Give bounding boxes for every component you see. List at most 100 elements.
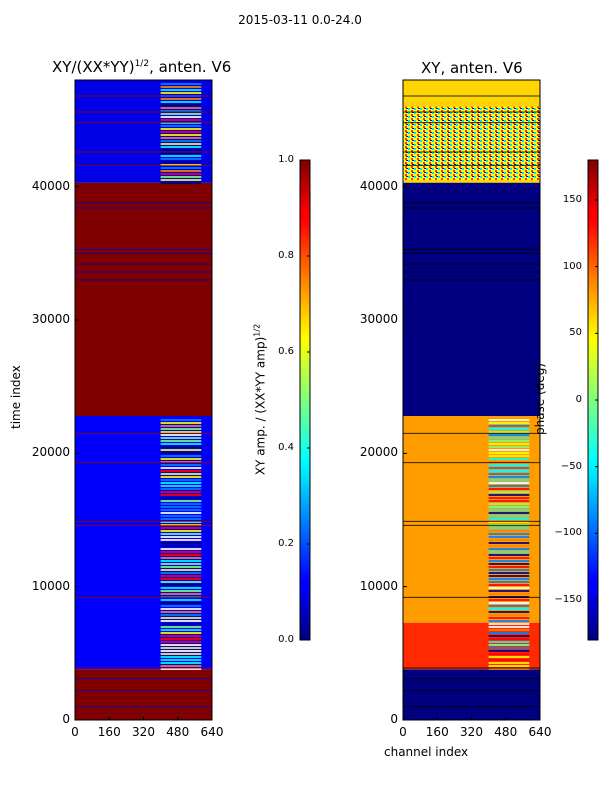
amp-channel-stripe: [160, 161, 202, 163]
phase-channel-stripe: [488, 434, 530, 436]
phase-channel-stripe: [488, 638, 530, 640]
amp-channel-stripe: [160, 158, 202, 160]
amp-channel-stripe: [160, 512, 202, 514]
amp-channel-stripe: [160, 488, 202, 490]
phase-channel-stripe: [488, 452, 530, 454]
phase-channel-stripe: [488, 581, 530, 583]
amp-channel-stripe: [160, 506, 202, 508]
phase-channel-stripe: [488, 530, 530, 532]
amp-channel-stripe: [160, 638, 202, 640]
channel-index-axis-label: channel index: [384, 745, 469, 759]
phase-channel-stripe: [488, 497, 530, 499]
amp-channel-stripe: [160, 620, 202, 622]
amp-channel-stripe: [160, 572, 202, 574]
phase-xtick-label: 640: [528, 725, 552, 739]
phase-channel-stripe: [488, 662, 530, 664]
phase-channel-stripe: [488, 545, 530, 547]
amp-channel-stripe: [160, 422, 202, 424]
phase-channel-stripe: [488, 527, 530, 529]
phase-channel-stripe: [488, 602, 530, 604]
phase-ytick-label: 0: [390, 712, 398, 726]
amp-channel-stripe: [160, 173, 202, 175]
phase-channel-stripe: [488, 437, 530, 439]
amplitude-plot-title: XY/(XX*YY)1/2, anten. V6: [52, 58, 232, 76]
phase-channel-stripe: [488, 446, 530, 448]
amp-channel-stripe: [160, 614, 202, 616]
phase-colorbar-tick-label: −100: [554, 527, 582, 539]
phase-channel-stripe: [488, 539, 530, 541]
amp-channel-stripe: [160, 119, 202, 121]
phase-colorbar-tick-label: 100: [562, 260, 582, 272]
amp-region-0: [75, 669, 212, 720]
amp-channel-stripe: [160, 566, 202, 568]
amplitude-colorbar: [299, 159, 311, 641]
phase-channel-stripe: [488, 590, 530, 592]
phase-region-3: [403, 182, 540, 416]
amp-channel-stripe: [160, 167, 202, 169]
phase-channel-stripe: [488, 656, 530, 658]
phase-colorbar-tick-label: −150: [554, 594, 582, 605]
amp-ytick-label: 40000: [31, 178, 70, 193]
amp-channel-stripe: [160, 617, 202, 619]
phase-heatmap: [402, 79, 541, 721]
amp-channel-stripe: [160, 623, 202, 625]
phase-ytick-label: 40000: [359, 178, 398, 193]
amp-channel-stripe: [160, 647, 202, 649]
amp-channel-stripe: [160, 431, 202, 433]
phase-channel-stripe: [488, 464, 530, 466]
phase-channel-stripe: [488, 560, 530, 562]
phase-colorbar-tick-label: −50: [560, 460, 582, 472]
amp-channel-stripe: [160, 575, 202, 577]
amplitude-heatmap: [74, 79, 213, 721]
amp-channel-stripe: [160, 116, 202, 118]
phase-channel-stripe: [488, 572, 530, 574]
amp-channel-stripe: [160, 86, 202, 88]
amp-channel-stripe: [160, 584, 202, 586]
phase-xtick-label: 160: [425, 725, 449, 739]
amp-channel-stripe: [160, 437, 202, 439]
amp-channel-stripe: [160, 656, 202, 658]
phase-channel-stripe: [488, 665, 530, 667]
amp-channel-stripe: [160, 155, 202, 157]
amp-channel-stripe: [160, 521, 202, 523]
phase-ytick-label: 20000: [359, 445, 398, 460]
amp-channel-stripe: [160, 470, 202, 472]
phase-channel-stripe: [488, 467, 530, 469]
amp-channel-stripe: [160, 641, 202, 643]
amp-channel-stripe: [160, 632, 202, 634]
amp-channel-stripe: [160, 539, 202, 541]
phase-channel-stripe: [488, 605, 530, 607]
amplitude-colorbar-tick-label: 0.2: [278, 538, 294, 549]
phase-channel-stripe: [488, 470, 530, 472]
phase-channel-stripe: [488, 443, 530, 445]
amp-channel-stripe: [160, 419, 202, 421]
amp-channel-stripe: [160, 455, 202, 457]
amp-channel-stripe: [160, 587, 202, 589]
amp-region-2: [75, 182, 212, 416]
amplitude-colorbar-tick-label: 0.4: [278, 442, 294, 453]
amp-channel-stripe: [160, 494, 202, 496]
amp-channel-stripe: [160, 509, 202, 511]
phase-channel-stripe: [488, 584, 530, 586]
phase-channel-stripe: [488, 647, 530, 649]
amp-channel-stripe: [160, 611, 202, 613]
phase-channel-stripe: [488, 428, 530, 430]
amp-channel-stripe: [160, 146, 202, 148]
phase-channel-stripe: [488, 632, 530, 634]
amp-channel-stripe: [160, 545, 202, 547]
phase-colorbar-tick-label: 0: [575, 394, 582, 405]
amp-channel-stripe: [160, 557, 202, 559]
amp-channel-stripe: [160, 149, 202, 151]
phase-channel-stripe: [488, 494, 530, 496]
amp-channel-stripe: [160, 569, 202, 571]
amp-channel-stripe: [160, 443, 202, 445]
amp-channel-stripe: [160, 644, 202, 646]
amp-channel-stripe: [160, 590, 202, 592]
phase-channel-stripe: [488, 500, 530, 502]
amp-channel-stripe: [160, 113, 202, 115]
amp-channel-stripe: [160, 449, 202, 451]
amp-ytick-label: 10000: [31, 578, 70, 593]
phase-region-0: [403, 669, 540, 720]
amp-channel-stripe: [160, 605, 202, 607]
phase-channel-stripe: [488, 623, 530, 625]
